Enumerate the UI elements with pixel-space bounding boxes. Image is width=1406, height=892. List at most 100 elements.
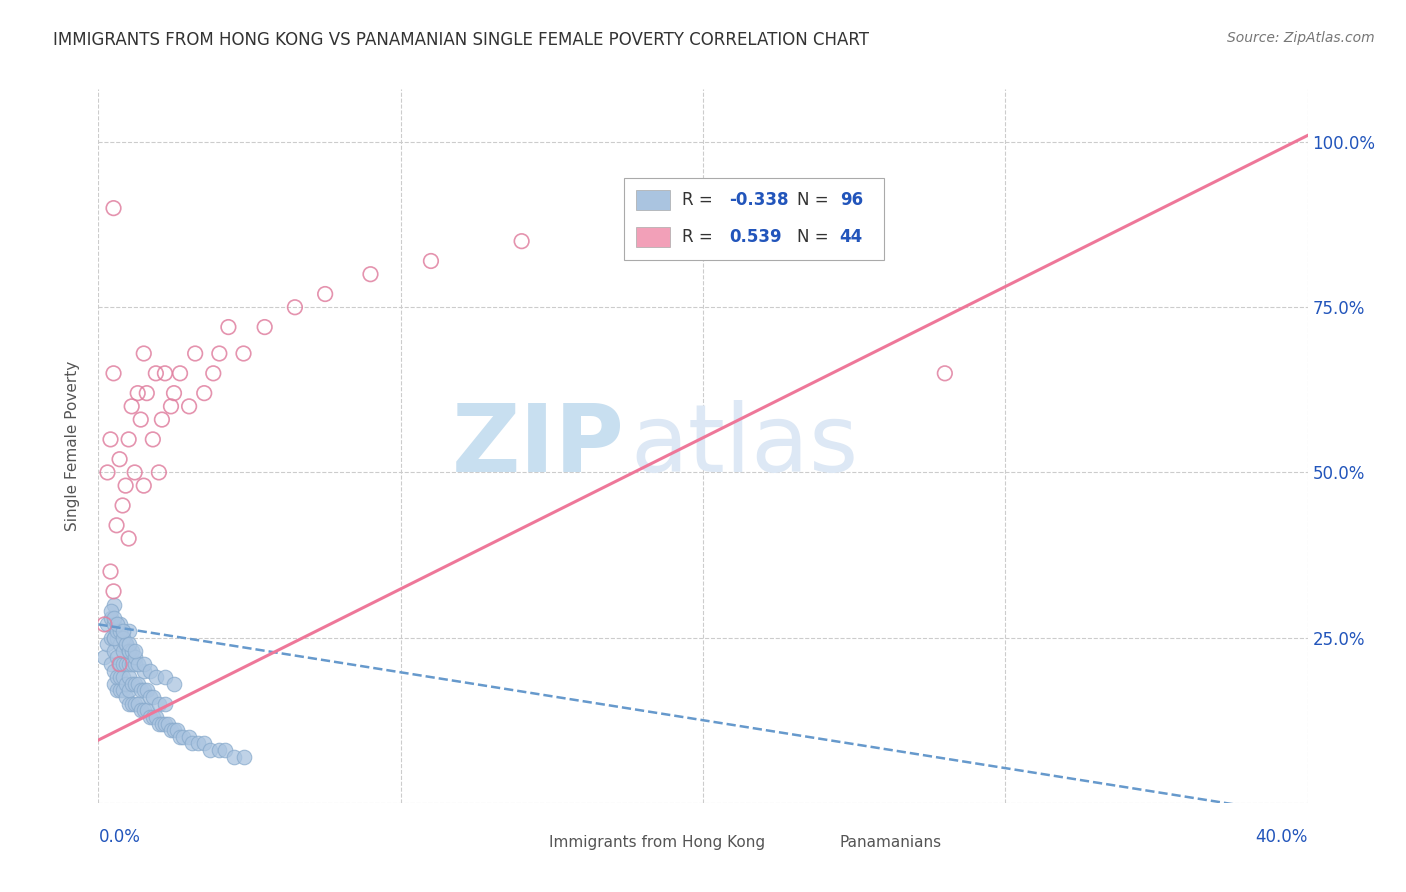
Point [181, 736, 204, 750]
Point [103, 367, 125, 381]
Point [160, 400, 183, 414]
Point [103, 631, 125, 645]
Point [108, 683, 131, 698]
Point [314, 287, 336, 301]
Point [111, 631, 134, 645]
Point [145, 670, 167, 684]
Point [118, 683, 141, 698]
Text: N =: N = [797, 191, 834, 209]
Point [124, 697, 146, 711]
Point [93, 617, 115, 632]
Point [145, 367, 167, 381]
Point [208, 346, 231, 360]
Point [139, 664, 162, 678]
Point [103, 584, 125, 599]
Point [105, 670, 128, 684]
Point [118, 532, 141, 546]
Point [111, 657, 134, 671]
Point [148, 716, 170, 731]
Point [118, 670, 141, 684]
Text: 0.0%: 0.0% [98, 828, 141, 846]
Point [153, 367, 176, 381]
Bar [637, 227, 671, 247]
Text: R =: R = [682, 228, 724, 246]
Point [100, 565, 122, 579]
Point [148, 697, 170, 711]
Point [124, 650, 146, 665]
Point [160, 723, 183, 738]
Text: 44: 44 [839, 228, 863, 246]
Point [163, 386, 186, 401]
Point [118, 644, 141, 658]
Point [420, 254, 443, 268]
Point [105, 650, 128, 665]
Point [121, 677, 143, 691]
Point [142, 710, 165, 724]
Point [510, 234, 533, 248]
Point [103, 677, 125, 691]
Point [187, 736, 209, 750]
Text: atlas: atlas [630, 400, 859, 492]
Bar [806, 833, 832, 851]
Text: ZIP: ZIP [451, 400, 624, 492]
Point [150, 716, 173, 731]
Point [360, 267, 382, 281]
Point [166, 723, 188, 738]
Point [103, 201, 125, 215]
Point [111, 624, 134, 638]
Point [132, 346, 155, 360]
Point [114, 637, 136, 651]
Point [93, 650, 115, 665]
Point [105, 624, 128, 638]
Point [232, 749, 254, 764]
Text: Source: ZipAtlas.com: Source: ZipAtlas.com [1227, 31, 1375, 45]
Point [124, 466, 146, 480]
Point [129, 683, 152, 698]
Text: 40.0%: 40.0% [1256, 828, 1308, 846]
Point [100, 604, 122, 618]
Point [145, 710, 167, 724]
Point [139, 690, 162, 704]
Point [132, 683, 155, 698]
Point [148, 466, 170, 480]
Point [169, 730, 191, 744]
Point [118, 624, 141, 638]
Bar [637, 190, 671, 210]
Point [135, 703, 157, 717]
Point [111, 624, 134, 638]
Point [193, 386, 215, 401]
Point [105, 617, 128, 632]
Point [118, 657, 141, 671]
Point [132, 478, 155, 492]
Point [118, 697, 141, 711]
FancyBboxPatch shape [624, 178, 884, 260]
Point [172, 730, 194, 744]
Point [232, 346, 254, 360]
Point [108, 452, 131, 467]
Point [96, 637, 118, 651]
Point [121, 644, 143, 658]
Point [124, 644, 146, 658]
Point [142, 690, 165, 704]
Point [118, 644, 141, 658]
Point [631, 214, 654, 228]
Point [129, 703, 152, 717]
Point [103, 611, 125, 625]
Point [163, 723, 186, 738]
Point [153, 670, 176, 684]
Point [114, 657, 136, 671]
Point [105, 631, 128, 645]
Point [105, 518, 128, 533]
Point [108, 637, 131, 651]
Point [163, 677, 186, 691]
Point [142, 433, 165, 447]
Bar [516, 833, 543, 851]
Point [214, 743, 236, 757]
Point [121, 697, 143, 711]
Point [135, 683, 157, 698]
Point [127, 386, 149, 401]
Point [179, 730, 201, 744]
Point [153, 716, 176, 731]
Point [169, 367, 191, 381]
Point [111, 499, 134, 513]
